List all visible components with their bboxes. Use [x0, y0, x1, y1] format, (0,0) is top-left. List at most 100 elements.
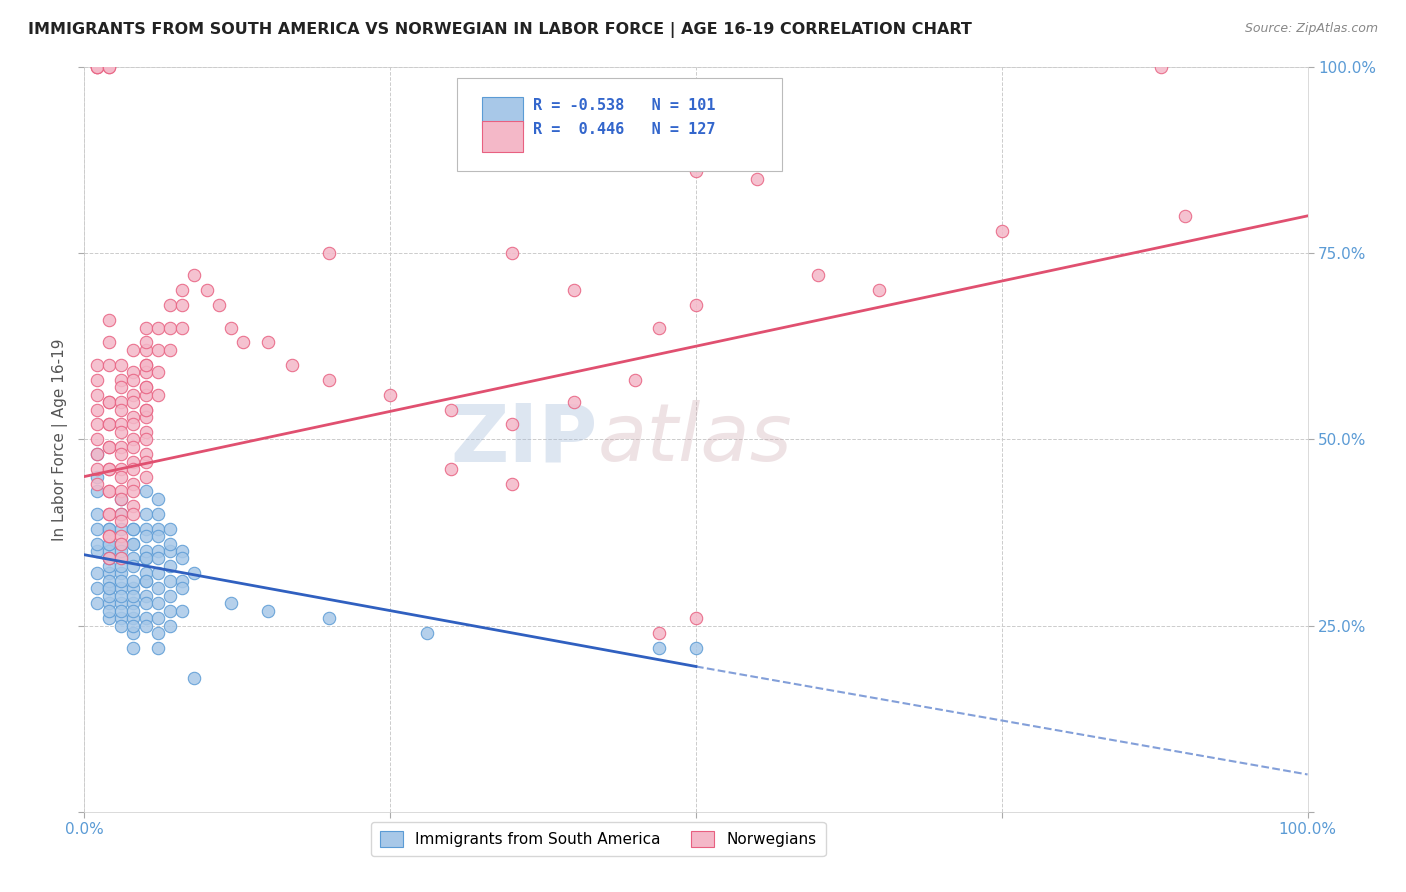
- Point: [135, 574, 157, 588]
- Point: [122, 455, 145, 469]
- Point: [110, 522, 132, 536]
- Point: [135, 618, 157, 632]
- Point: [135, 380, 157, 394]
- Point: [159, 574, 181, 588]
- Point: [97, 582, 120, 596]
- Point: [97, 611, 120, 625]
- Point: [86, 544, 108, 558]
- Point: [146, 507, 169, 521]
- Point: [685, 164, 707, 178]
- Point: [97, 484, 120, 499]
- Point: [86, 60, 108, 74]
- Point: [110, 440, 132, 454]
- Point: [97, 335, 120, 350]
- Point: [122, 574, 145, 588]
- Point: [146, 365, 169, 379]
- Point: [135, 455, 157, 469]
- Point: [146, 320, 169, 334]
- Point: [97, 522, 120, 536]
- Point: [135, 402, 157, 417]
- Text: atlas: atlas: [598, 401, 793, 478]
- Point: [172, 320, 194, 334]
- Point: [685, 298, 707, 312]
- Point: [172, 544, 194, 558]
- Point: [146, 640, 169, 655]
- Point: [110, 358, 132, 372]
- Point: [159, 544, 181, 558]
- Point: [135, 551, 157, 566]
- Point: [110, 491, 132, 506]
- Point: [110, 611, 132, 625]
- Point: [110, 380, 132, 394]
- Point: [86, 566, 108, 581]
- Point: [110, 536, 132, 550]
- Point: [110, 395, 132, 409]
- Point: [122, 343, 145, 357]
- Point: [135, 574, 157, 588]
- Point: [122, 500, 145, 514]
- Point: [135, 589, 157, 603]
- Point: [318, 611, 340, 625]
- Point: [416, 626, 439, 640]
- Legend: Immigrants from South America, Norwegians: Immigrants from South America, Norwegian…: [371, 822, 825, 856]
- Point: [97, 484, 120, 499]
- Point: [440, 402, 463, 417]
- Point: [97, 507, 120, 521]
- FancyBboxPatch shape: [482, 120, 523, 152]
- Point: [86, 417, 108, 432]
- Point: [122, 387, 145, 401]
- Point: [1150, 60, 1173, 74]
- Point: [110, 491, 132, 506]
- Point: [86, 402, 108, 417]
- Text: Source: ZipAtlas.com: Source: ZipAtlas.com: [1244, 22, 1378, 36]
- Point: [86, 469, 108, 483]
- Point: [97, 536, 120, 550]
- Point: [318, 246, 340, 260]
- Point: [86, 387, 108, 401]
- Point: [747, 171, 769, 186]
- Point: [195, 284, 218, 298]
- Text: ZIP: ZIP: [451, 401, 598, 478]
- Point: [562, 284, 585, 298]
- Point: [110, 574, 132, 588]
- Point: [97, 589, 120, 603]
- Point: [122, 618, 145, 632]
- Point: [172, 604, 194, 618]
- Point: [110, 402, 132, 417]
- Point: [146, 529, 169, 543]
- Point: [183, 268, 205, 283]
- Point: [146, 611, 169, 625]
- Point: [172, 574, 194, 588]
- Point: [97, 395, 120, 409]
- Point: [159, 320, 181, 334]
- Point: [122, 536, 145, 550]
- Point: [135, 611, 157, 625]
- Point: [110, 447, 132, 461]
- Point: [1174, 209, 1197, 223]
- Point: [502, 246, 524, 260]
- Point: [146, 491, 169, 506]
- Point: [122, 604, 145, 618]
- Point: [86, 433, 108, 447]
- Point: [869, 284, 891, 298]
- Point: [110, 589, 132, 603]
- Point: [97, 582, 120, 596]
- Point: [97, 417, 120, 432]
- Point: [135, 425, 157, 439]
- Point: [135, 469, 157, 483]
- Point: [685, 611, 707, 625]
- Point: [110, 551, 132, 566]
- Point: [135, 343, 157, 357]
- Point: [135, 320, 157, 334]
- Point: [122, 536, 145, 550]
- Point: [135, 358, 157, 372]
- Y-axis label: In Labor Force | Age 16-19: In Labor Force | Age 16-19: [52, 338, 67, 541]
- Point: [97, 574, 120, 588]
- Point: [183, 671, 205, 685]
- Point: [97, 604, 120, 618]
- Point: [135, 447, 157, 461]
- Point: [159, 298, 181, 312]
- Point: [146, 582, 169, 596]
- Point: [110, 566, 132, 581]
- Point: [97, 395, 120, 409]
